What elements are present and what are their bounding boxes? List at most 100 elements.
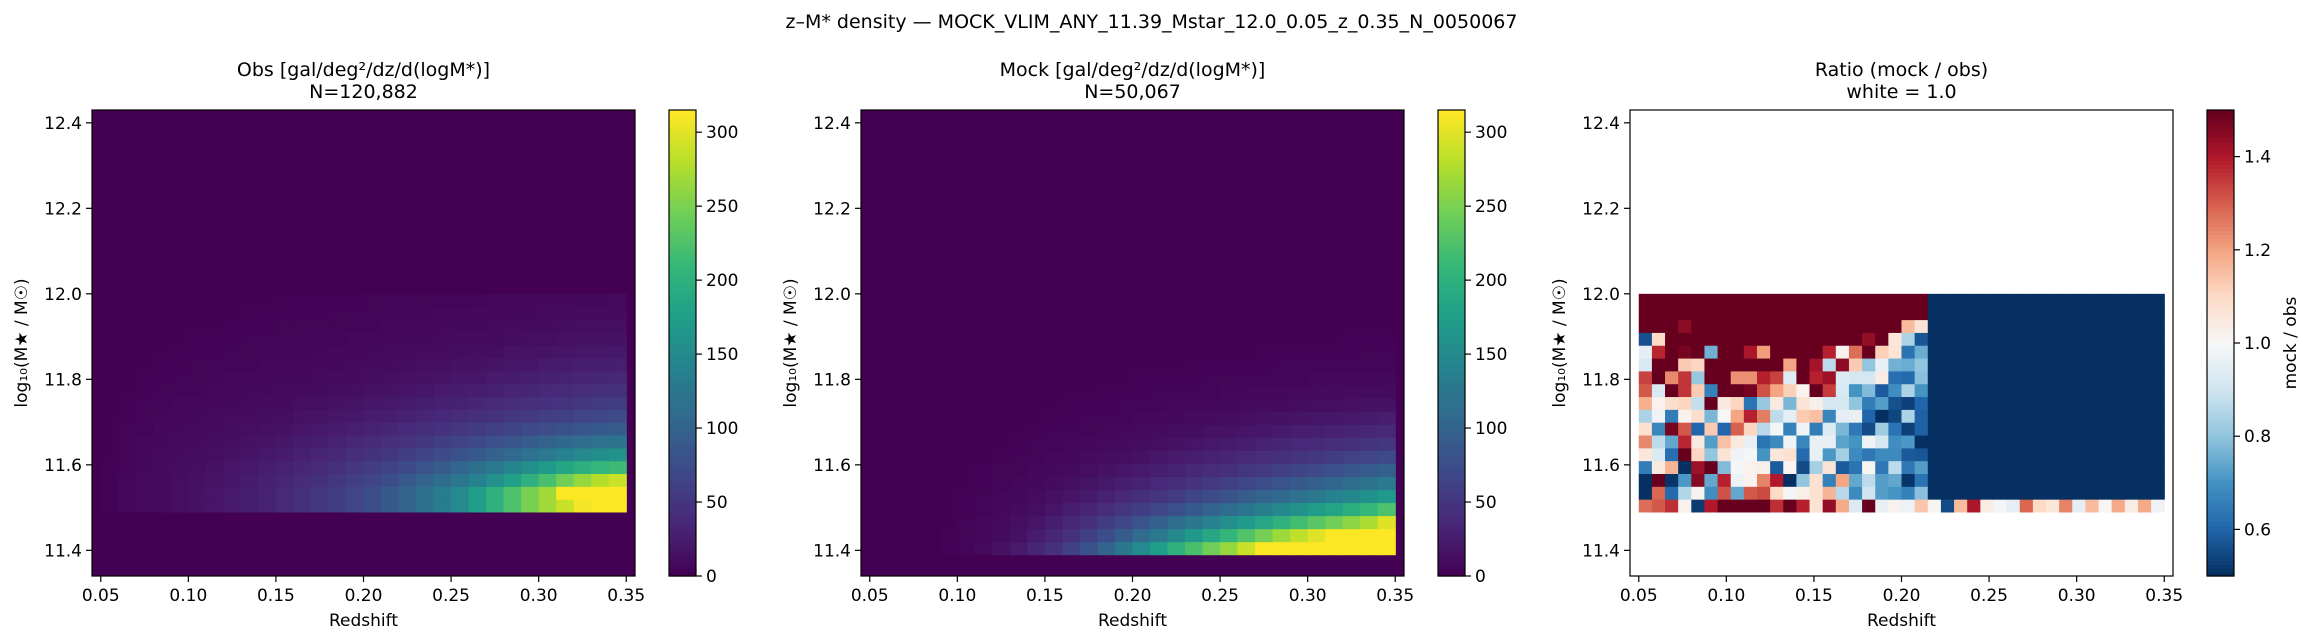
heatmap-cell bbox=[1132, 385, 1151, 399]
heatmap-cell bbox=[904, 359, 923, 373]
x-tick-label: 0.35 bbox=[607, 586, 645, 606]
heatmap-cell bbox=[1360, 345, 1379, 360]
heatmap-cell bbox=[1691, 499, 1706, 513]
heatmap-cell bbox=[1255, 372, 1274, 386]
heatmap-cell bbox=[1290, 411, 1309, 425]
y-tick-label: 12.2 bbox=[1582, 199, 1620, 219]
heatmap-cell bbox=[1914, 460, 1929, 474]
heatmap-cell bbox=[205, 409, 224, 423]
colorbar-segment bbox=[2207, 339, 2234, 344]
heatmap-cell bbox=[1185, 359, 1204, 373]
heatmap-cell bbox=[1150, 515, 1169, 530]
heatmap-cell bbox=[1097, 332, 1116, 347]
colorbar-segment bbox=[2207, 478, 2234, 484]
heatmap-cell bbox=[1980, 460, 1995, 474]
colorbar-segment bbox=[1438, 117, 1465, 123]
y-tick-label: 12.2 bbox=[813, 199, 851, 219]
heatmap-cell bbox=[433, 409, 452, 423]
heatmap-cell bbox=[922, 345, 941, 360]
heatmap-cell bbox=[939, 359, 958, 373]
colorbar-segment bbox=[1438, 405, 1465, 410]
x-tick-label: 0.10 bbox=[1707, 586, 1745, 606]
heatmap-cell bbox=[1079, 411, 1099, 425]
heatmap-cell bbox=[1927, 447, 1942, 462]
heatmap-cell bbox=[345, 345, 365, 359]
heatmap-cell bbox=[1150, 398, 1169, 412]
heatmap-cell bbox=[974, 541, 993, 556]
heatmap-cell bbox=[1704, 486, 1719, 500]
heatmap-cell bbox=[1888, 383, 1903, 398]
heatmap-cell bbox=[2006, 499, 2021, 513]
colorbar-segment bbox=[669, 544, 696, 550]
heatmap-cell bbox=[556, 306, 575, 321]
heatmap-cell bbox=[503, 345, 522, 359]
heatmap-cell bbox=[1848, 499, 1863, 513]
heatmap-cell bbox=[1940, 345, 1955, 359]
heatmap-cell bbox=[1377, 450, 1396, 464]
heatmap-cell bbox=[573, 473, 592, 487]
heatmap-cell bbox=[293, 396, 312, 410]
heatmap-cell bbox=[1993, 306, 2008, 321]
colorbar-segment bbox=[669, 133, 696, 138]
colorbar-segment bbox=[2207, 304, 2234, 309]
heatmap-cell bbox=[521, 319, 540, 333]
heatmap-cell bbox=[957, 489, 976, 504]
colorbar-segment bbox=[669, 436, 696, 441]
heatmap-cell bbox=[1980, 319, 1995, 333]
heatmap-cell bbox=[1914, 486, 1929, 500]
heatmap-cell bbox=[1079, 541, 1099, 556]
colorbar-segment bbox=[2207, 265, 2234, 270]
heatmap-cell bbox=[1967, 396, 1981, 410]
colorbar-segment bbox=[669, 556, 696, 562]
heatmap-cell bbox=[1651, 499, 1666, 513]
heatmap-cell bbox=[922, 463, 941, 477]
colorbar-segment bbox=[669, 393, 696, 398]
heatmap-cell bbox=[1914, 332, 1929, 346]
heatmap-cell bbox=[974, 528, 993, 543]
heatmap-cell bbox=[1638, 447, 1653, 462]
heatmap-cell bbox=[974, 424, 993, 438]
heatmap-cell bbox=[1272, 450, 1291, 464]
heatmap-cell bbox=[556, 370, 575, 385]
heatmap-cell bbox=[1150, 293, 1169, 308]
heatmap-cell bbox=[398, 447, 417, 462]
heatmap-cell bbox=[135, 293, 154, 308]
heatmap-cell bbox=[1220, 424, 1239, 438]
colorbar-segment bbox=[1438, 564, 1465, 569]
heatmap-cell bbox=[538, 306, 557, 321]
heatmap-cell bbox=[451, 422, 470, 436]
heatmap-cell bbox=[1862, 499, 1876, 513]
heatmap-cell bbox=[1888, 345, 1903, 359]
heatmap-cell bbox=[904, 372, 923, 386]
heatmap-cell bbox=[275, 486, 295, 500]
heatmap-cell bbox=[1665, 434, 1679, 449]
heatmap-cell bbox=[974, 489, 993, 504]
heatmap-cell bbox=[416, 370, 435, 385]
heatmap-cell bbox=[1290, 319, 1309, 334]
heatmap-cell bbox=[188, 345, 207, 359]
heatmap-cell bbox=[887, 541, 906, 556]
heatmap-cell bbox=[1044, 437, 1064, 451]
heatmap-cell bbox=[170, 345, 189, 359]
heatmap-cell bbox=[1665, 409, 1679, 423]
heatmap-cell bbox=[1638, 357, 1653, 372]
colorbar-segment bbox=[669, 478, 696, 484]
y-tick-label: 12.0 bbox=[1582, 285, 1620, 305]
heatmap-cell bbox=[345, 306, 365, 321]
heatmap-cell bbox=[1255, 489, 1274, 504]
heatmap-cell bbox=[1325, 424, 1344, 438]
heatmap-cell bbox=[1822, 473, 1837, 487]
colorbar-segment bbox=[669, 335, 696, 340]
heatmap-cell bbox=[1185, 306, 1204, 321]
heatmap-cell bbox=[1185, 515, 1204, 530]
heatmap-cell bbox=[1377, 398, 1396, 412]
heatmap-cell bbox=[957, 345, 976, 360]
heatmap-cell bbox=[974, 437, 993, 451]
heatmap-cell bbox=[1730, 345, 1745, 359]
heatmap-cell bbox=[275, 473, 295, 487]
heatmap-cell bbox=[345, 396, 365, 410]
heatmap-cell bbox=[1927, 409, 1942, 423]
heatmap-cell bbox=[1875, 357, 1889, 372]
heatmap-cell bbox=[1237, 332, 1256, 347]
colorbar-segment bbox=[1438, 490, 1465, 496]
